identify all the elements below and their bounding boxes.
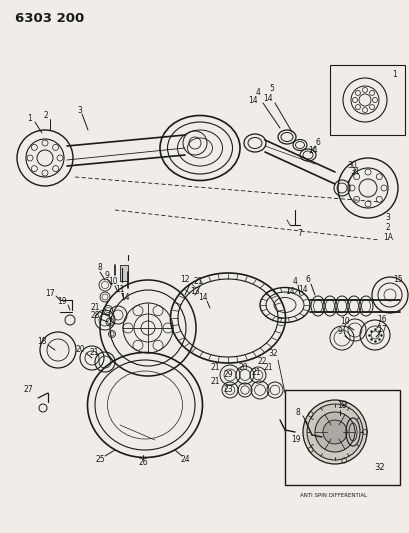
Text: 25: 25 — [95, 456, 105, 464]
Bar — [329, 65, 404, 135]
Text: 19: 19 — [290, 435, 300, 445]
Text: 5: 5 — [269, 84, 274, 93]
Text: 14: 14 — [120, 293, 130, 302]
Text: 21: 21 — [210, 377, 219, 386]
Text: 21: 21 — [193, 278, 202, 287]
Text: 6: 6 — [315, 138, 320, 147]
Text: 12: 12 — [180, 276, 189, 285]
Text: 30: 30 — [346, 160, 356, 169]
Text: 8: 8 — [295, 408, 300, 417]
Text: 3: 3 — [384, 214, 389, 222]
Text: 21: 21 — [210, 364, 219, 373]
Text: 21: 21 — [90, 303, 99, 312]
Text: 6303 200: 6303 200 — [15, 12, 84, 25]
Text: 24: 24 — [180, 456, 189, 464]
Text: 14: 14 — [247, 95, 257, 104]
Text: 9: 9 — [104, 271, 109, 279]
Text: 2: 2 — [43, 110, 48, 119]
Text: 28: 28 — [90, 311, 99, 320]
Text: 20: 20 — [75, 345, 85, 354]
Text: 17: 17 — [45, 288, 55, 297]
Bar — [120, 265, 128, 281]
Text: 26: 26 — [138, 458, 148, 467]
Text: 23: 23 — [222, 385, 232, 394]
Bar — [284, 390, 399, 485]
Text: ANTI SPIN DIFFERENTIAL: ANTI SPIN DIFFERENTIAL — [299, 493, 366, 498]
Text: 1: 1 — [27, 114, 32, 123]
Text: 2: 2 — [385, 223, 389, 232]
Text: 20: 20 — [238, 364, 247, 373]
Text: 18: 18 — [37, 337, 47, 346]
Text: 17: 17 — [376, 326, 386, 335]
Circle shape — [314, 412, 354, 452]
Text: 4: 4 — [255, 87, 260, 96]
Text: 32: 32 — [374, 464, 384, 472]
Text: 31: 31 — [349, 167, 359, 176]
Text: 14: 14 — [285, 287, 294, 295]
Text: 21: 21 — [89, 349, 99, 358]
Text: 9: 9 — [337, 327, 342, 336]
Text: 22: 22 — [256, 358, 266, 367]
Text: 19: 19 — [57, 297, 67, 306]
Text: 14: 14 — [198, 294, 207, 303]
Text: 14: 14 — [308, 146, 317, 155]
Text: 21: 21 — [251, 368, 260, 377]
Circle shape — [306, 404, 362, 460]
Text: 32: 32 — [267, 350, 277, 359]
Text: 7: 7 — [297, 229, 302, 238]
Text: 8: 8 — [97, 263, 102, 272]
Text: 3: 3 — [77, 106, 82, 115]
Circle shape — [322, 420, 346, 444]
Text: 29: 29 — [222, 370, 232, 379]
Text: 14: 14 — [297, 285, 307, 294]
Text: 4: 4 — [292, 278, 297, 287]
Text: 1: 1 — [391, 70, 396, 79]
Text: 21: 21 — [263, 364, 272, 373]
Text: 18: 18 — [337, 401, 346, 410]
Text: 1A: 1A — [382, 233, 392, 243]
Text: 6: 6 — [305, 276, 310, 285]
Text: 11: 11 — [115, 285, 124, 294]
Text: 10: 10 — [108, 278, 117, 287]
Text: 15: 15 — [392, 276, 402, 285]
Text: 14: 14 — [263, 93, 272, 102]
Text: 10: 10 — [339, 318, 349, 327]
Text: 27: 27 — [23, 385, 33, 394]
Text: 16: 16 — [376, 316, 386, 325]
Circle shape — [302, 400, 366, 464]
Text: 13: 13 — [190, 287, 199, 296]
